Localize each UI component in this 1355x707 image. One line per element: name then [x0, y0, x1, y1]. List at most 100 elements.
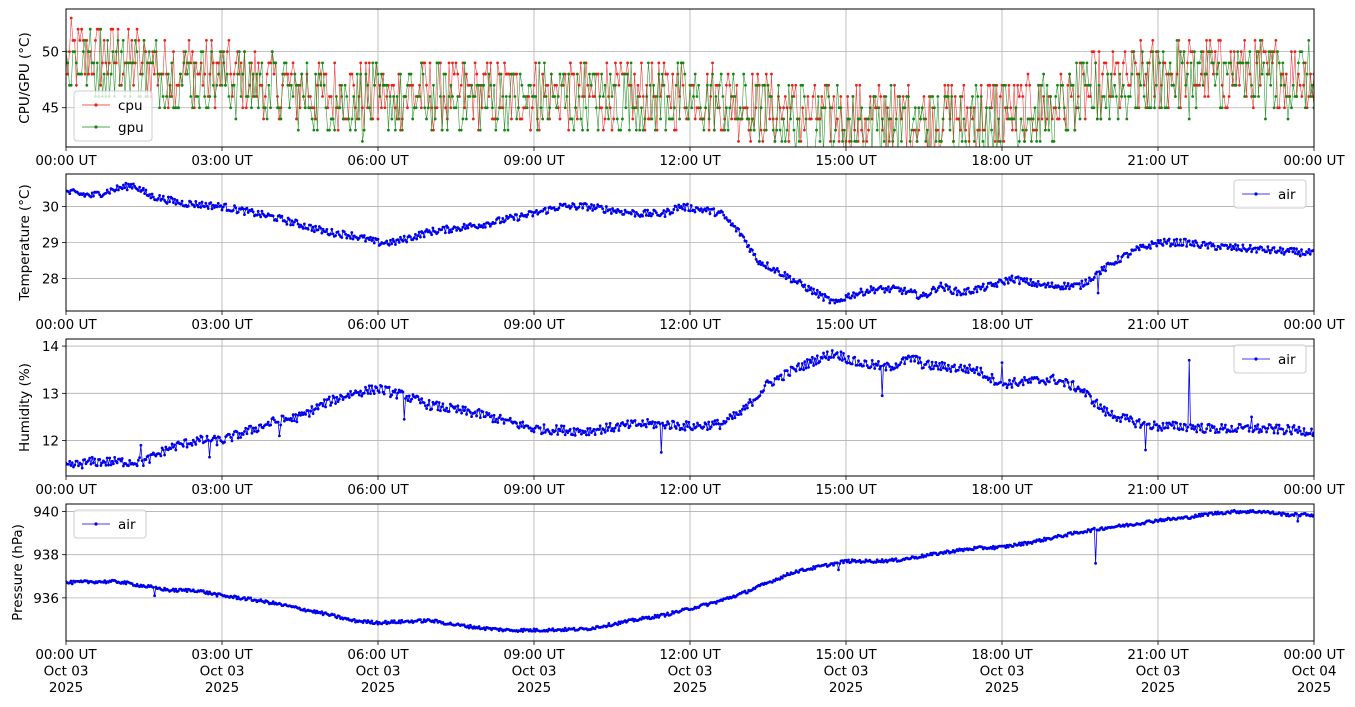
data-point	[138, 456, 142, 460]
data-point	[1059, 287, 1063, 291]
data-point	[114, 50, 118, 54]
data-point	[1080, 279, 1084, 283]
data-point	[563, 433, 567, 437]
data-point	[903, 362, 907, 366]
data-point	[948, 128, 952, 132]
data-point	[431, 226, 435, 230]
data-point	[311, 225, 315, 229]
data-point	[1087, 276, 1091, 280]
data-point	[802, 368, 805, 372]
data-point	[1246, 424, 1250, 427]
data-point	[300, 72, 304, 76]
data-point	[279, 117, 283, 121]
data-point	[858, 558, 862, 562]
data-point	[1297, 72, 1300, 76]
data-point	[1191, 240, 1195, 243]
data-point	[547, 430, 551, 433]
data-point	[181, 444, 185, 448]
data-point	[426, 403, 430, 407]
data-point	[708, 212, 712, 216]
data-point	[939, 139, 943, 143]
data-point	[981, 139, 985, 143]
data-point	[940, 360, 944, 364]
data-point	[1219, 39, 1222, 42]
data-point	[1194, 239, 1197, 243]
data-point	[1204, 430, 1207, 434]
data-point	[1152, 420, 1156, 424]
data-point	[847, 355, 850, 358]
data-point	[633, 214, 637, 218]
data-point	[1051, 373, 1055, 377]
data-point	[1074, 389, 1078, 393]
data-point	[70, 582, 74, 586]
data-point	[887, 285, 890, 289]
x-tick-label: 00:00 UT	[1283, 482, 1345, 498]
data-point	[1184, 83, 1188, 87]
data-point	[840, 559, 844, 563]
data-point	[518, 72, 522, 76]
data-point	[744, 239, 748, 243]
data-point	[232, 72, 236, 76]
data-point	[954, 151, 957, 154]
data-point	[1100, 407, 1104, 411]
data-point	[80, 72, 83, 76]
data-point	[671, 117, 675, 121]
data-point	[225, 50, 229, 54]
data-point	[395, 396, 399, 400]
data-point	[244, 426, 248, 430]
data-point	[882, 139, 886, 143]
data-point	[797, 139, 801, 143]
data-point	[948, 285, 951, 289]
data-point	[393, 106, 397, 110]
data-point	[246, 211, 250, 214]
data-point	[409, 72, 413, 76]
data-point	[1061, 83, 1065, 87]
data-point	[753, 252, 757, 256]
data-point	[735, 83, 739, 87]
data-point	[206, 207, 210, 210]
data-point	[777, 83, 780, 87]
data-point	[211, 83, 215, 87]
data-point	[206, 438, 210, 442]
data-point	[974, 368, 978, 372]
data-point	[897, 286, 900, 290]
data-point	[425, 83, 428, 87]
data-point	[340, 236, 344, 239]
data-point	[646, 417, 649, 421]
data-point	[813, 83, 817, 87]
data-point	[658, 422, 662, 426]
data-point	[855, 83, 858, 87]
data-point	[889, 368, 893, 372]
data-point	[676, 421, 679, 425]
data-point	[674, 83, 678, 87]
data-point	[376, 117, 380, 121]
data-point	[908, 139, 912, 143]
data-point	[477, 83, 480, 87]
data-point	[171, 445, 175, 449]
data-point	[1115, 419, 1119, 422]
data-point	[926, 359, 930, 363]
data-point	[674, 426, 678, 430]
data-point	[1284, 95, 1288, 98]
data-point	[934, 139, 938, 143]
data-point	[159, 72, 163, 76]
data-point	[606, 429, 610, 432]
data-point	[1004, 83, 1007, 87]
data-point	[396, 238, 400, 242]
data-point	[956, 368, 960, 372]
data-point	[887, 362, 890, 366]
data-point	[487, 72, 491, 76]
data-point	[889, 83, 893, 87]
data-point	[592, 204, 596, 207]
data-point	[663, 215, 667, 218]
data-point	[530, 210, 533, 214]
data-point	[1119, 260, 1122, 263]
series-markers-air	[66, 508, 1314, 634]
data-point	[284, 61, 288, 65]
data-point	[1094, 561, 1097, 565]
data-point	[161, 95, 165, 98]
data-point	[1206, 95, 1210, 98]
data-point	[1011, 128, 1014, 132]
data-point	[946, 287, 950, 291]
data-point	[546, 428, 550, 431]
